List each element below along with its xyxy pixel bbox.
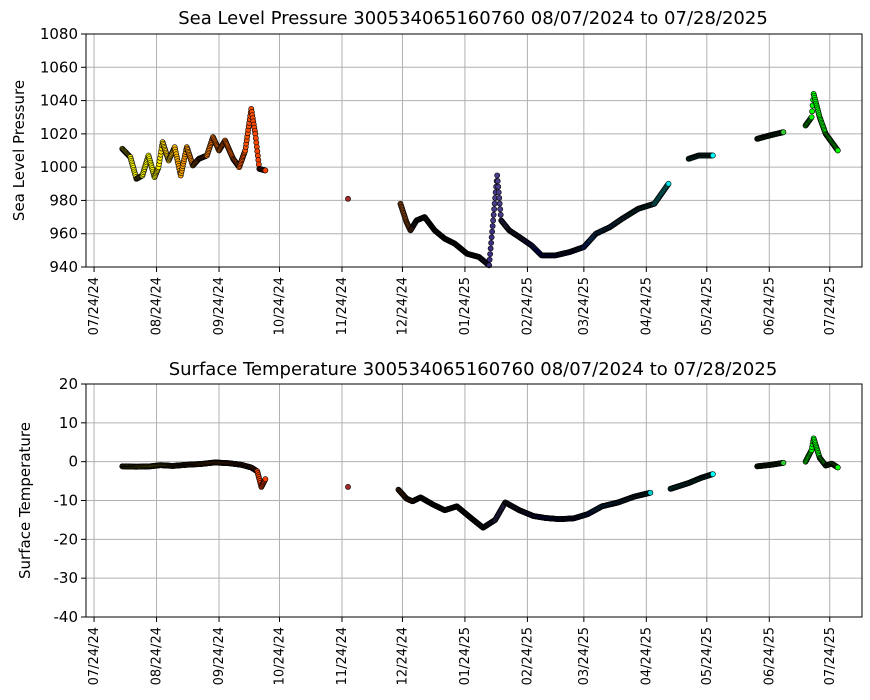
x-axis: 07/24/24 08/24/24 09/24/24 10/24/24 11/24/24… — [87, 617, 838, 685]
data-point — [647, 489, 654, 496]
plot-frame — [85, 33, 863, 268]
y-tick-label: 20 — [59, 375, 78, 393]
y-axis-label: Sea Level Pressure — [10, 80, 28, 221]
x-tick-label: 11/24/24 — [335, 627, 350, 685]
data-point — [491, 200, 498, 207]
data-point — [780, 459, 787, 466]
data-point — [491, 206, 498, 213]
x-tick-label: 08/24/24 — [150, 627, 165, 685]
data-point — [495, 189, 502, 196]
data-point — [497, 206, 504, 213]
x-tick-label: 09/24/24 — [212, 277, 227, 335]
data-point — [490, 211, 497, 218]
x-tick-label: 07/24/25 — [823, 277, 838, 335]
gridlines — [86, 33, 862, 268]
y-tick-label: 940 — [49, 258, 78, 276]
chart-title: Surface Temperature 300534065160760 08/0… — [169, 359, 778, 380]
x-tick-label: 09/24/24 — [212, 627, 227, 685]
y-tick-label: -10 — [54, 492, 79, 510]
x-tick-label: 02/24/25 — [520, 277, 535, 335]
temperature-chart: Surface Temperature 300534065160760 08/0… — [16, 359, 863, 685]
data-point — [497, 211, 504, 218]
data-point — [262, 167, 269, 174]
y-tick-label: 980 — [49, 191, 78, 209]
x-tick-label: 02/24/25 — [520, 627, 535, 685]
data-point — [489, 228, 496, 235]
y-tick-label: 1000 — [40, 158, 78, 176]
y-tick-label: 1040 — [40, 92, 78, 110]
data-points — [119, 435, 841, 531]
data-point — [488, 239, 495, 246]
x-tick-label: 10/24/24 — [272, 277, 287, 335]
data-point — [262, 476, 269, 483]
x-tick-label: 01/24/25 — [458, 277, 473, 335]
data-point — [494, 172, 501, 179]
data-point — [345, 195, 351, 202]
data-point — [495, 183, 502, 190]
data-point — [809, 108, 816, 115]
data-point — [487, 245, 494, 252]
x-tick-label: 07/24/24 — [87, 277, 102, 335]
x-tick-label: 01/24/25 — [458, 627, 473, 685]
y-tick-label: -20 — [54, 530, 79, 548]
data-points — [119, 91, 841, 269]
data-point — [834, 147, 841, 154]
x-tick-label: 11/24/24 — [335, 277, 350, 335]
pressure-chart: Sea Level Pressure 300534065160760 08/07… — [10, 8, 863, 335]
x-tick-label: 03/24/25 — [577, 277, 592, 335]
x-tick-label: 07/24/25 — [823, 627, 838, 685]
data-point — [490, 217, 497, 224]
data-point — [709, 471, 716, 477]
y-axis-label: Surface Temperature — [16, 422, 34, 579]
x-tick-label: 04/24/25 — [639, 277, 654, 335]
x-tick-label: 05/24/25 — [700, 627, 715, 685]
data-point — [486, 256, 493, 263]
data-point — [488, 234, 495, 241]
data-point — [665, 180, 672, 187]
y-tick-label: 1060 — [40, 58, 78, 76]
x-tick-label: 12/24/24 — [395, 277, 410, 335]
x-tick-label: 10/24/24 — [272, 627, 287, 685]
y-tick-label: 1080 — [40, 25, 78, 43]
data-point — [345, 484, 351, 490]
gridlines — [86, 383, 862, 618]
data-point — [496, 200, 503, 207]
data-point — [496, 195, 503, 201]
y-axis: 940 960 980 1000 1020 1040 1060 1080 — [40, 25, 86, 276]
chart-title: Sea Level Pressure 300534065160760 08/07… — [178, 8, 768, 29]
y-tick-label: -30 — [54, 569, 79, 587]
y-axis: -40 -30 -20 -10 0 10 20 — [54, 375, 86, 626]
y-tick-label: 1020 — [40, 125, 78, 143]
data-point — [808, 114, 815, 121]
y-tick-label: 0 — [68, 453, 78, 471]
y-tick-label: -40 — [54, 608, 79, 626]
data-point — [709, 152, 716, 159]
x-tick-label: 12/24/24 — [395, 627, 410, 685]
x-tick-label: 08/24/24 — [150, 277, 165, 335]
x-axis: 07/24/24 08/24/24 09/24/24 10/24/24 11/24/24… — [87, 267, 838, 335]
x-tick-label: 06/24/25 — [762, 627, 777, 685]
x-tick-label: 04/24/25 — [639, 627, 654, 685]
data-point — [494, 178, 501, 184]
y-tick-label: 960 — [49, 225, 78, 243]
data-point — [489, 223, 496, 229]
x-tick-label: 07/24/24 — [87, 627, 102, 685]
x-tick-label: 05/24/25 — [700, 277, 715, 335]
data-point — [487, 251, 494, 258]
x-tick-label: 03/24/25 — [577, 627, 592, 685]
x-tick-label: 06/24/25 — [762, 277, 777, 335]
data-point — [780, 129, 787, 136]
data-point — [834, 464, 841, 471]
y-tick-label: 10 — [59, 414, 78, 432]
